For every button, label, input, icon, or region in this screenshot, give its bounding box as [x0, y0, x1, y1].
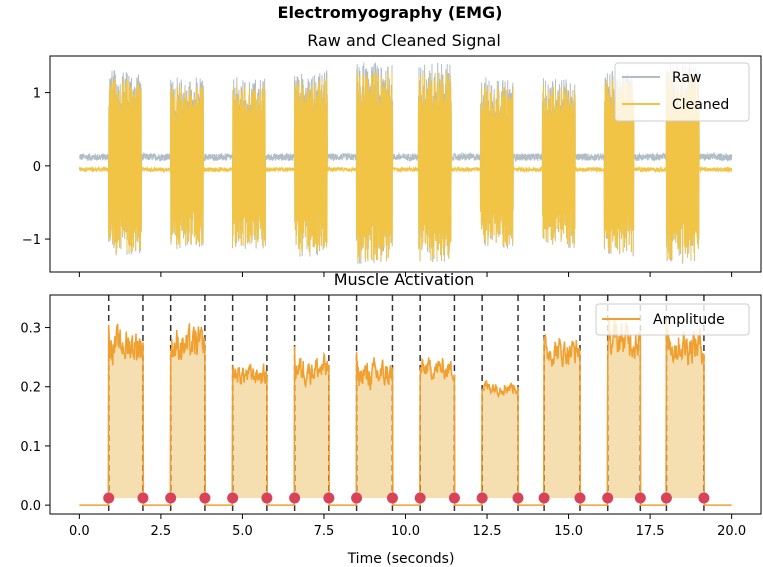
legend-amplitude-label: Amplitude	[653, 312, 725, 328]
activation-marker	[698, 492, 710, 504]
legend-raw-label: Raw	[672, 70, 701, 86]
activation-marker	[137, 492, 149, 504]
amplitude-series-line	[79, 319, 732, 506]
figure-title: Electromyography (EMG)	[278, 3, 503, 22]
activation-marker	[602, 492, 614, 504]
activation-fill-area	[108, 320, 704, 498]
activation-marker	[165, 492, 177, 504]
activation-marker	[227, 492, 239, 504]
x-tick-label: 7.5	[314, 524, 335, 539]
y-tick-label: 0.1	[20, 440, 41, 455]
activation-marker	[634, 492, 646, 504]
activation-marker	[512, 492, 524, 504]
y-tick-label: 0.0	[20, 499, 41, 514]
activation-marker	[448, 492, 460, 504]
x-tick-label: 17.5	[636, 524, 665, 539]
activation-marker	[351, 492, 363, 504]
activation-marker	[538, 492, 550, 504]
raw-cleaned-y-axis: −1 0 1	[22, 87, 50, 248]
raw-cleaned-panel: Raw and Cleaned Signal −1 0 1 Raw Cleaned	[22, 31, 762, 277]
y-tick-label: −1	[22, 233, 41, 248]
activation-legend: Amplitude	[595, 303, 750, 336]
y-tick-label: 1	[33, 87, 41, 102]
activation-y-axis: 0.0 0.1 0.2 0.3	[20, 322, 50, 514]
activation-marker	[414, 492, 426, 504]
activation-title: Muscle Activation	[334, 270, 475, 289]
onset-offset-markers	[103, 492, 710, 504]
raw-cleaned-frame	[49, 55, 762, 273]
activation-marker	[261, 492, 273, 504]
activation-x-axis: 0.0 2.5 5.0 7.5 10.0 12.5 15.0 17.5 20.0	[69, 514, 746, 539]
x-axis-label: Time (seconds)	[347, 551, 455, 567]
activation-marker	[199, 492, 211, 504]
y-tick-label: 0	[33, 160, 41, 175]
y-tick-label: 0.2	[20, 381, 41, 396]
activation-marker	[103, 492, 115, 504]
activation-marker	[574, 492, 586, 504]
activation-marker	[386, 492, 398, 504]
activation-marker	[323, 492, 335, 504]
activation-frame	[49, 294, 762, 515]
x-tick-label: 0.0	[69, 524, 90, 539]
activation-marker	[289, 492, 301, 504]
x-tick-label: 10.0	[391, 524, 420, 539]
raw-cleaned-legend: Raw Cleaned	[614, 62, 750, 122]
muscle-activation-panel: 0.0 0.1 0.2 0.3 0.0 2.5 5.0 7.5 10.0 12.5 15.0 17.…	[20, 270, 762, 567]
raw-cleaned-title: Raw and Cleaned Signal	[307, 31, 501, 50]
legend-cleaned-label: Cleaned	[672, 97, 729, 113]
raw-cleaned-x-ticks	[78, 272, 733, 277]
x-tick-label: 2.5	[151, 524, 172, 539]
x-tick-label: 15.0	[554, 524, 583, 539]
activation-marker	[476, 492, 488, 504]
y-tick-label: 0.3	[20, 322, 41, 337]
x-tick-label: 5.0	[232, 524, 253, 539]
activation-marker	[660, 492, 672, 504]
x-tick-label: 20.0	[717, 524, 746, 539]
x-tick-label: 12.5	[473, 524, 502, 539]
